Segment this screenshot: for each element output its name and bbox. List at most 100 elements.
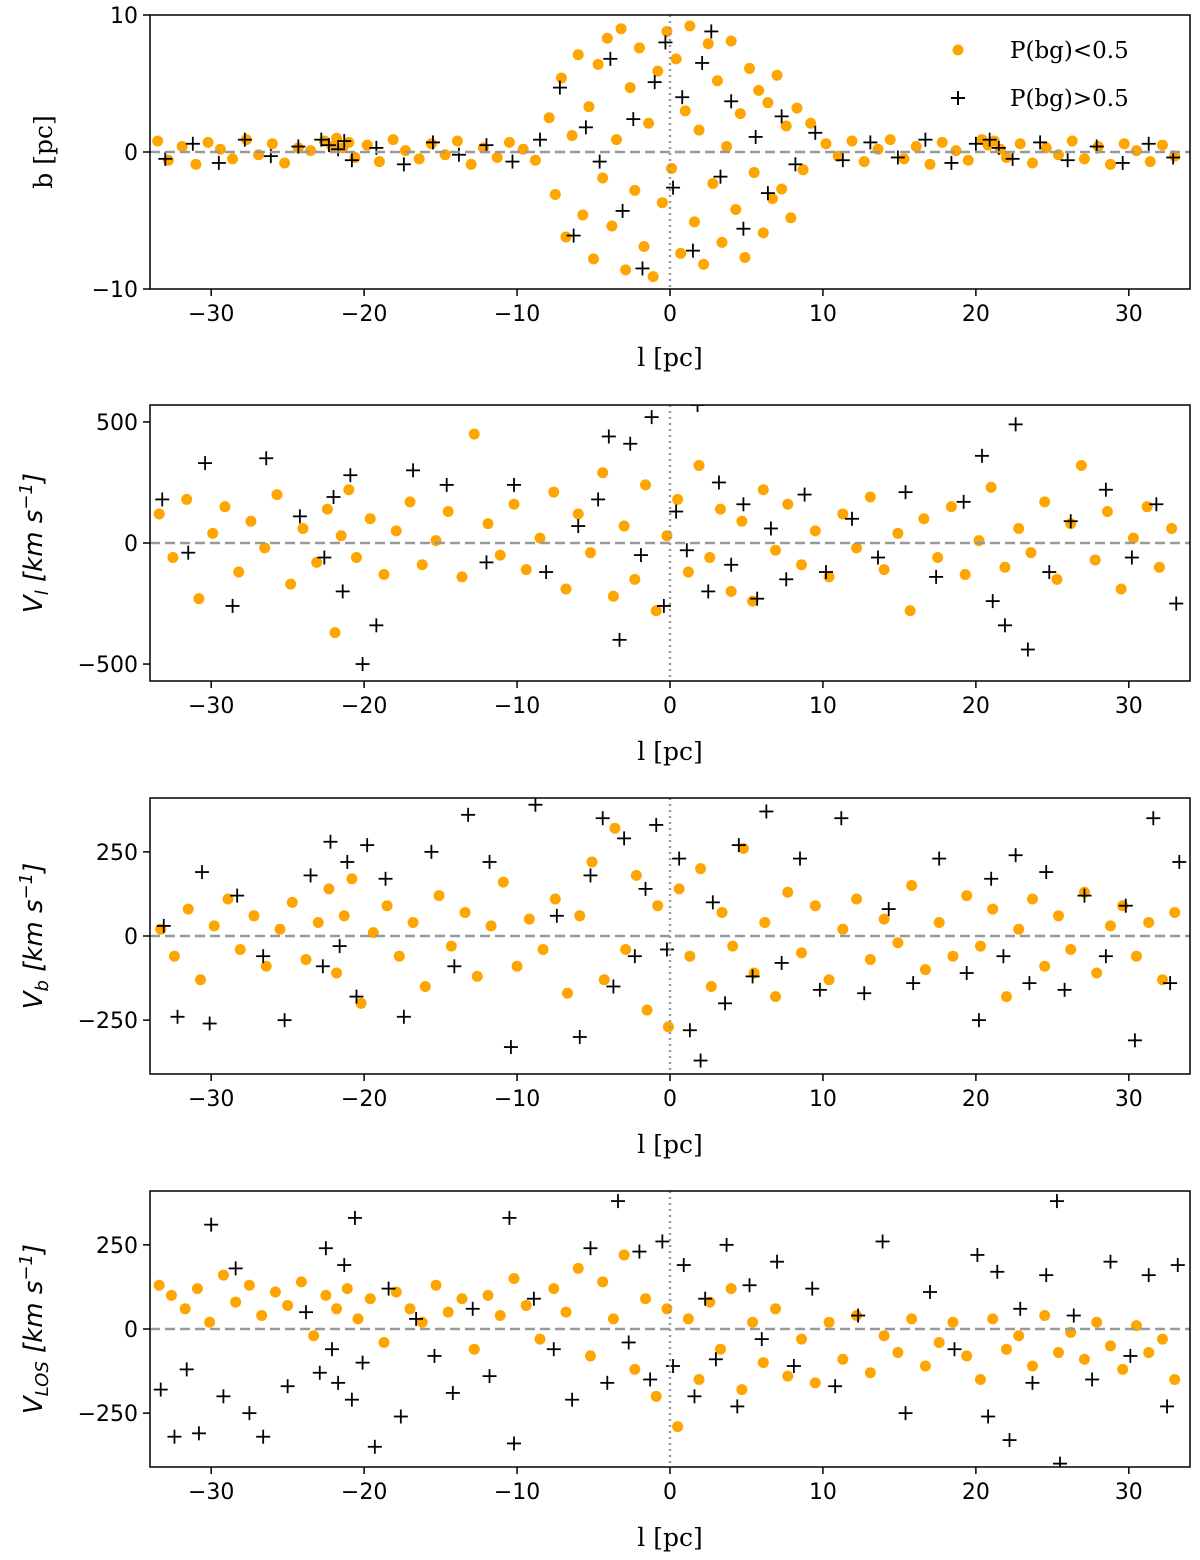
data-point-low — [1104, 920, 1116, 932]
data-point-low — [682, 566, 694, 578]
data-point-low — [693, 124, 705, 136]
data-point-high — [875, 1234, 890, 1249]
data-point-low — [404, 496, 416, 508]
data-point-low — [361, 139, 373, 151]
data-point-high — [1163, 976, 1178, 991]
data-point-high — [997, 618, 1012, 633]
data-point-high — [959, 966, 974, 981]
data-point-low — [572, 49, 584, 61]
panel-b-vs-l: l [pc] b [pc] −30 −20 −10 0 10 20 30 −10 0 10 P(b… — [29, 4, 1191, 372]
data-point-low — [393, 950, 405, 962]
data-point-low — [259, 542, 271, 554]
data-point-high — [1025, 1375, 1040, 1390]
data-point-low — [560, 231, 572, 243]
data-point-low — [338, 910, 350, 922]
data-point-low — [1104, 1340, 1116, 1352]
data-point-low — [346, 873, 358, 885]
data-point-low — [1156, 139, 1168, 151]
data-point-low — [851, 893, 863, 905]
data-point-low — [618, 1249, 630, 1261]
data-point-low — [679, 105, 691, 117]
data-point-low — [693, 1373, 705, 1385]
data-point-high — [155, 492, 170, 507]
data-point-high — [724, 94, 739, 109]
data-point-high — [612, 632, 627, 647]
data-point-low — [248, 910, 260, 922]
x-tick-label: 20 — [962, 1480, 990, 1505]
data-point-low — [350, 552, 362, 564]
data-point-low — [364, 513, 376, 525]
data-point-low — [974, 1373, 986, 1385]
data-point-low — [770, 1303, 782, 1315]
data-point-high — [626, 112, 641, 127]
data-point-low — [607, 590, 619, 602]
data-point-low — [1065, 943, 1077, 955]
data-point-low — [520, 564, 532, 576]
data-point-low — [343, 136, 355, 148]
plot-area — [153, 405, 1184, 672]
data-point-high — [601, 429, 616, 444]
data-point-high — [635, 261, 650, 276]
data-point-high — [649, 817, 664, 832]
data-point-low — [1104, 158, 1116, 170]
data-point-high — [595, 811, 610, 826]
plot-area — [155, 798, 1187, 1068]
y-tick-label: 10 — [110, 4, 138, 29]
data-point-high — [195, 865, 209, 880]
data-point-low — [597, 467, 609, 479]
data-point-low — [782, 886, 794, 898]
data-point-low — [1013, 522, 1025, 534]
data-point-low — [256, 1310, 268, 1322]
data-point-low — [641, 1004, 653, 1016]
data-point-low — [624, 82, 636, 94]
data-point-high — [1033, 135, 1048, 150]
data-point-low — [630, 869, 642, 881]
data-point-high — [1060, 153, 1075, 168]
data-point-low — [919, 1360, 931, 1372]
data-point-high — [863, 135, 878, 150]
data-point-low — [534, 532, 546, 544]
x-tick-label: −10 — [494, 302, 540, 327]
data-point-low — [419, 980, 431, 992]
data-point-low — [548, 486, 560, 498]
data-point-high — [666, 180, 681, 195]
data-point-high — [1149, 497, 1164, 512]
data-point-low — [1039, 496, 1051, 508]
data-point-low — [734, 108, 746, 120]
data-point-low — [705, 980, 717, 992]
y-tick-label: 250 — [96, 841, 138, 866]
data-point-low — [647, 271, 659, 283]
data-point-high — [292, 509, 307, 524]
data-point-high — [687, 1389, 702, 1404]
data-point-low — [823, 1316, 835, 1328]
data-point-high — [546, 1342, 561, 1357]
data-point-low — [269, 1286, 281, 1298]
data-point-high — [572, 1029, 587, 1044]
x-tick-label: 0 — [663, 694, 677, 719]
data-point-high — [445, 1385, 460, 1400]
data-point-low — [1066, 135, 1078, 147]
data-point-high — [730, 1399, 745, 1414]
data-point-low — [933, 917, 945, 929]
data-point-low — [297, 522, 309, 534]
data-point-low — [572, 508, 584, 520]
data-point-low — [219, 501, 231, 513]
data-point-high — [1008, 848, 1023, 863]
data-point-high — [1022, 976, 1037, 991]
data-point-low — [549, 893, 561, 905]
data-point-low — [1039, 1310, 1051, 1322]
data-point-low — [430, 535, 442, 547]
data-point-low — [279, 157, 291, 169]
data-point-high — [606, 979, 621, 994]
x-axis-label: l [pc] — [637, 737, 702, 766]
data-point-low — [234, 943, 246, 955]
data-point-high — [1008, 417, 1023, 432]
data-point-high — [393, 1409, 408, 1424]
data-point-low — [1144, 156, 1156, 168]
data-point-high — [615, 203, 630, 218]
data-point-low — [652, 900, 664, 912]
data-point-high — [1042, 565, 1057, 580]
data-point-high — [533, 132, 547, 147]
data-point-high — [331, 142, 346, 157]
data-point-low — [329, 627, 341, 639]
